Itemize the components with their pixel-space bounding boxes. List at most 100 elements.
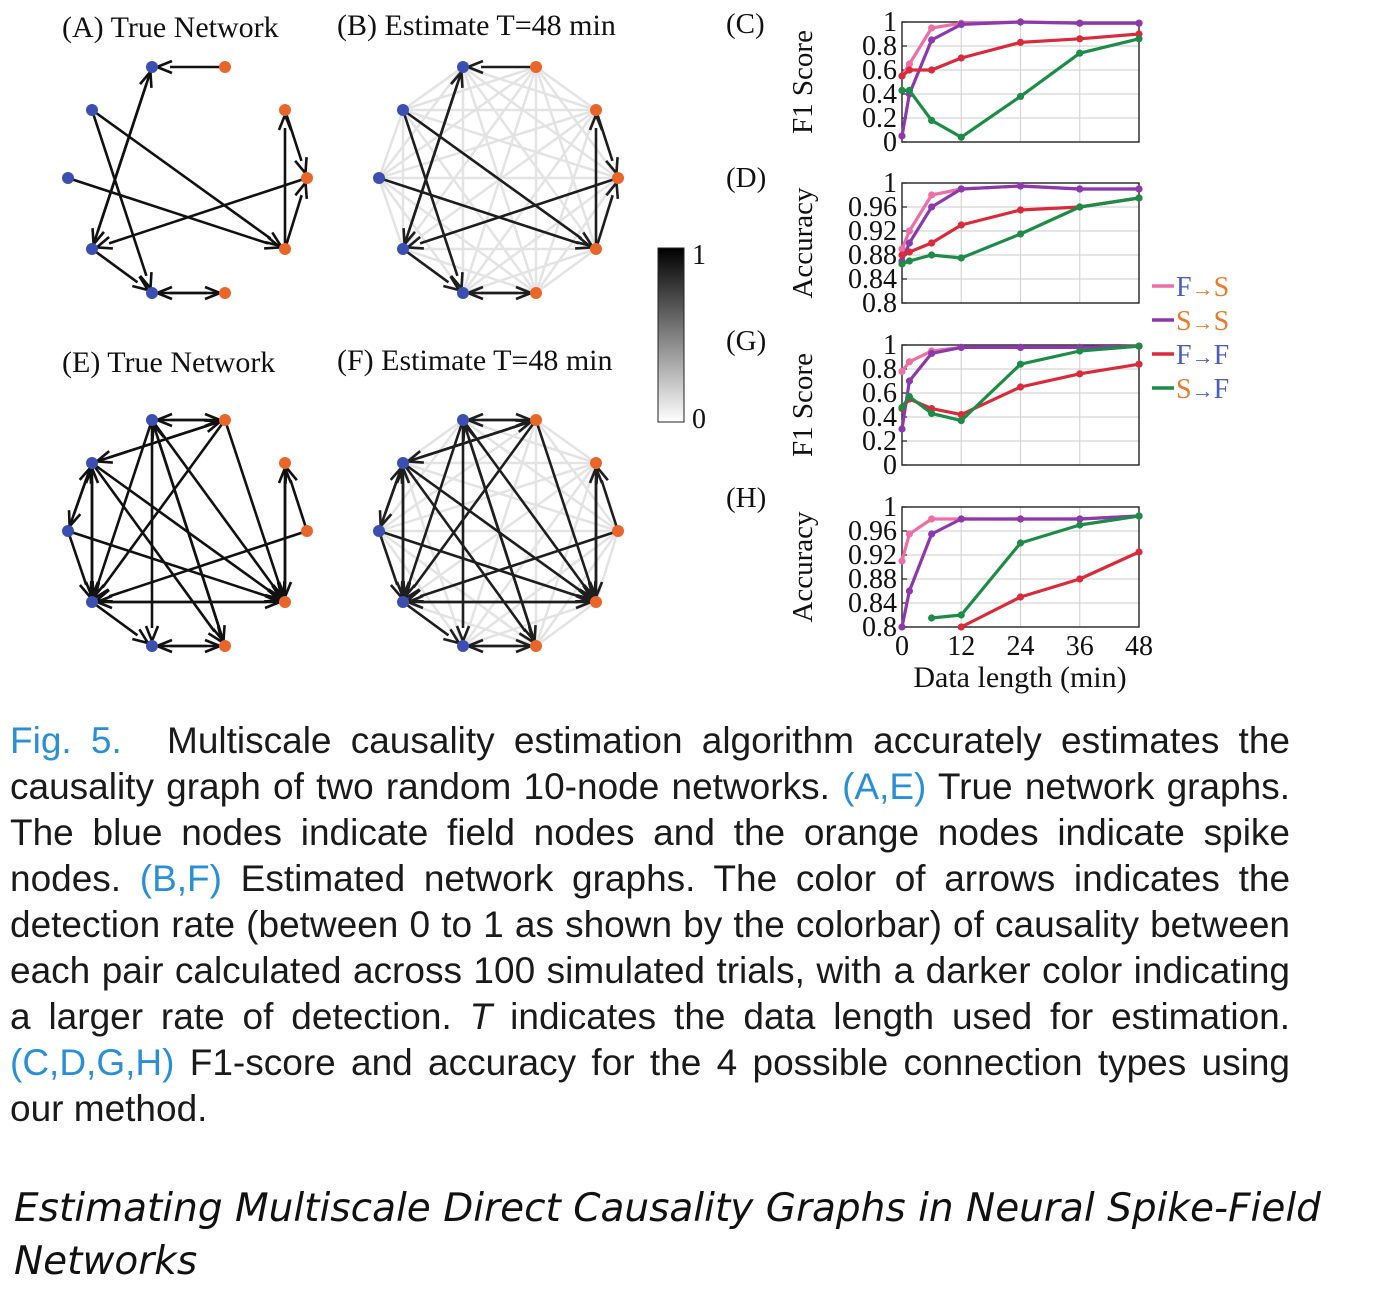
data-point: [928, 191, 936, 199]
field-node: [146, 414, 158, 426]
y-tick-label: 0.8: [862, 612, 897, 643]
causal-edge-arrow: [91, 600, 151, 646]
y-tick-label: 0.8: [862, 31, 897, 62]
spike-node: [219, 640, 231, 652]
y-tick-label: 1: [883, 330, 897, 361]
causal-edge-arrow: [93, 418, 226, 464]
field-node: [86, 596, 98, 608]
data-point: [905, 66, 914, 74]
y-axis-label: Accuracy: [787, 511, 819, 623]
data-point: [1076, 35, 1084, 43]
data-point: [1135, 342, 1143, 350]
data-point: [957, 20, 965, 28]
y-tick-label: 0.92: [848, 540, 897, 571]
chart-d-accuracy: 0.80.840.880.920.961 Accuracy: [787, 168, 1143, 319]
weak-detection-edge: [378, 108, 597, 180]
legend-entry: S→S: [1152, 306, 1229, 337]
causal-edge-arrow: [401, 109, 464, 292]
data-point: [1076, 203, 1084, 211]
weak-detection-edge: [462, 65, 619, 180]
data-point: [1016, 539, 1025, 547]
data-point: [957, 221, 965, 229]
data-point: [957, 411, 965, 419]
data-point: [957, 623, 965, 631]
data-point: [957, 254, 965, 262]
data-point: [928, 36, 936, 44]
data-point: [905, 86, 914, 94]
weak-detection-edge: [402, 65, 537, 112]
data-point: [1076, 575, 1084, 583]
data-point: [905, 358, 914, 366]
spike-node: [301, 172, 313, 184]
spike-node: [279, 457, 291, 469]
spike-node: [279, 596, 291, 608]
paper-title: Estimating Multiscale Direct Causality G…: [14, 1186, 1321, 1284]
data-point: [898, 245, 906, 253]
weak-detection-edge: [534, 462, 598, 647]
field-node: [86, 104, 98, 116]
y-tick-label: 0.92: [848, 216, 897, 247]
data-point: [957, 54, 965, 62]
x-tick-label: 36: [1066, 631, 1094, 662]
data-point: [928, 409, 936, 417]
spike-node: [612, 172, 624, 184]
data-point: [957, 133, 965, 141]
field-node: [146, 640, 158, 652]
data-point: [1135, 360, 1143, 368]
y-tick-label: 0.4: [862, 79, 897, 110]
x-tick-label: 24: [1007, 631, 1035, 662]
y-tick-label: 0.88: [848, 240, 897, 271]
data-point: [905, 587, 914, 595]
data-point: [1076, 515, 1084, 523]
panel-a-title: (A) True Network: [62, 11, 279, 44]
weak-detection-edge: [401, 462, 465, 647]
field-node: [457, 640, 469, 652]
data-point: [957, 611, 965, 619]
panel-b-title: (B) Estimate T=48 min: [337, 9, 616, 42]
weak-detection-edge: [535, 247, 597, 295]
causal-edge-arrow: [91, 66, 154, 248]
data-point: [1016, 38, 1025, 47]
data-point: [1016, 593, 1025, 601]
spike-node: [612, 525, 624, 537]
causal-edge-arrow: [90, 109, 153, 292]
causal-edge-arrow: [91, 461, 284, 602]
spike-node: [590, 457, 602, 469]
spike-node: [590, 104, 602, 116]
network-graph-e: [62, 412, 313, 654]
panel-g-label: (G): [726, 325, 766, 357]
data-point: [898, 403, 906, 411]
y-tick-label: 0: [883, 127, 897, 158]
data-point: [898, 557, 906, 565]
weak-detection-edge: [377, 109, 405, 179]
data-point: [1016, 383, 1025, 391]
causal-edge-arrow: [588, 111, 604, 249]
data-point: [905, 377, 914, 385]
panel-d-label: (D): [726, 162, 766, 194]
field-node: [373, 172, 385, 184]
caption-sentence-1: Multiscale causality estimation algorith…: [10, 720, 1290, 807]
y-tick-label: 0.8: [862, 288, 897, 319]
y-tick-label: 0.96: [848, 516, 897, 547]
panel-f-title: (F) Estimate T=48 min: [337, 344, 613, 377]
data-point: [905, 248, 914, 256]
y-axis-label: F1 Score: [787, 353, 819, 457]
colorbar-min-label: 0: [692, 404, 706, 435]
caption-t-symbol: T: [469, 996, 493, 1037]
field-node: [457, 414, 469, 426]
weak-detection-edge: [378, 418, 537, 533]
data-point: [898, 251, 906, 259]
spike-node: [219, 287, 231, 299]
data-point: [1076, 185, 1084, 193]
legend-label: F→S: [1176, 272, 1229, 303]
data-point: [898, 623, 906, 631]
colorbar-max-label: 1: [692, 240, 706, 271]
data-point: [898, 132, 906, 140]
x-tick-label: 0: [895, 631, 909, 662]
causal-edge-arrow: [92, 594, 284, 610]
spike-node: [530, 287, 542, 299]
data-point: [1076, 49, 1084, 57]
data-point: [1016, 206, 1025, 214]
y-tick-label: 0.2: [862, 426, 897, 457]
data-point: [1135, 19, 1143, 27]
